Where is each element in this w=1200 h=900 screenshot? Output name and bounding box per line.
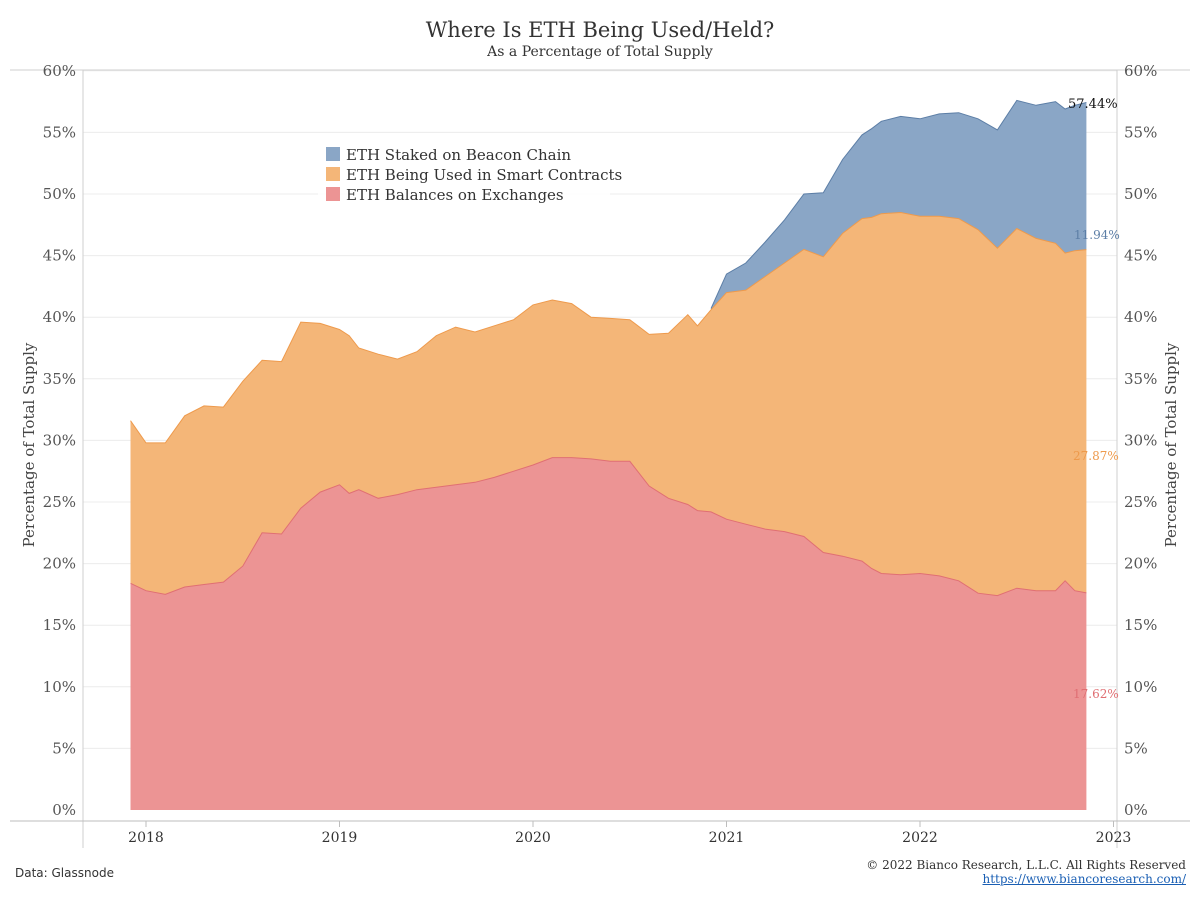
legend-label-staked: ETH Staked on Beacon Chain	[346, 146, 571, 164]
website-link[interactable]: https://www.biancoresearch.com/	[982, 872, 1186, 886]
axes	[10, 69, 1190, 848]
y-tick-label-left: 20%	[43, 555, 76, 573]
legend-swatch-smart-contracts	[326, 167, 340, 181]
y-tick-label-left: 10%	[43, 678, 76, 696]
x-ticks: 2018 2019 2020 2021 2022 2023	[128, 821, 1131, 846]
y-tick-label-right: 15%	[1124, 616, 1157, 634]
y-tick-label-left: 35%	[43, 370, 76, 388]
y-ticks-right: 0% 5% 10% 15% 20% 25% 30% 35% 40% 45% 50% 55% 60%	[1124, 62, 1157, 819]
y-tick-label-right: 50%	[1124, 185, 1157, 203]
y-tick-label-left: 55%	[43, 123, 76, 141]
y-tick-label-left: 40%	[43, 308, 76, 326]
y-tick-label-right: 0%	[1124, 801, 1148, 819]
line-staked-on-beacon-chain	[710, 99, 1087, 309]
end-label-exchanges: 17.62%	[1073, 687, 1119, 701]
chart-subtitle: As a Percentage of Total Supply	[487, 44, 713, 60]
y-tick-label-left: 30%	[43, 431, 76, 449]
area-layers	[130, 99, 1087, 810]
line-exchanges	[130, 457, 1087, 597]
x-tick-label: 2022	[902, 830, 938, 846]
y-tick-label-left: 0%	[52, 801, 76, 819]
end-label-smart-contracts: 27.87%	[1073, 449, 1119, 463]
y-tick-label-left: 60%	[43, 62, 76, 80]
y-tick-label-left: 50%	[43, 185, 76, 203]
y-axis-label-right: Percentage of Total Supply	[1162, 342, 1180, 547]
footer-credits: © 2022 Bianco Research, L.L.C. All Right…	[866, 858, 1186, 886]
legend-label-exchanges: ETH Balances on Exchanges	[346, 186, 564, 204]
copyright-text: © 2022 Bianco Research, L.L.C. All Right…	[866, 858, 1186, 872]
y-tick-label-right: 25%	[1124, 493, 1157, 511]
y-tick-label-right: 30%	[1124, 431, 1157, 449]
y-tick-label-right: 35%	[1124, 370, 1157, 388]
y-tick-label-right: 20%	[1124, 555, 1157, 573]
y-ticks-left: 0% 5% 10% 15% 20% 25% 30% 35% 40% 45% 50% 55% 60%	[43, 62, 76, 819]
end-label-staked: 11.94%	[1074, 228, 1120, 242]
area-smart-contracts	[130, 212, 1087, 596]
y-axis-label-left: Percentage of Total Supply	[20, 342, 38, 547]
y-tick-label-left: 5%	[52, 739, 76, 757]
end-label-total: 57.44%	[1068, 97, 1118, 112]
x-tick-label: 2020	[515, 830, 551, 846]
area-staked-on-beacon-chain	[711, 100, 1087, 310]
legend-swatch-staked	[326, 147, 340, 161]
x-tick-label: 2018	[128, 830, 164, 846]
area-exchanges	[130, 457, 1087, 810]
x-tick-label: 2021	[709, 830, 745, 846]
legend-swatch-exchanges	[326, 187, 340, 201]
x-tick-label: 2023	[1096, 830, 1132, 846]
y-tick-label-right: 10%	[1124, 678, 1157, 696]
y-tick-label-right: 45%	[1124, 247, 1157, 265]
y-tick-label-left: 25%	[43, 493, 76, 511]
y-tick-label-left: 15%	[43, 616, 76, 634]
y-tick-label-right: 60%	[1124, 62, 1157, 80]
y-tick-label-right: 40%	[1124, 308, 1157, 326]
line-smart-contracts	[130, 211, 1087, 444]
legend: ETH Staked on Beacon Chain ETH Being Use…	[318, 140, 622, 210]
y-tick-label-right: 55%	[1124, 123, 1157, 141]
chart-title: Where Is ETH Being Used/Held?	[425, 18, 775, 42]
x-tick-label: 2019	[322, 830, 358, 846]
y-tick-label-right: 5%	[1124, 739, 1148, 757]
legend-label-smart-contracts: ETH Being Used in Smart Contracts	[346, 166, 622, 184]
legend-background	[318, 140, 610, 210]
data-source: Data: Glassnode	[15, 866, 114, 880]
y-tick-label-left: 45%	[43, 247, 76, 265]
